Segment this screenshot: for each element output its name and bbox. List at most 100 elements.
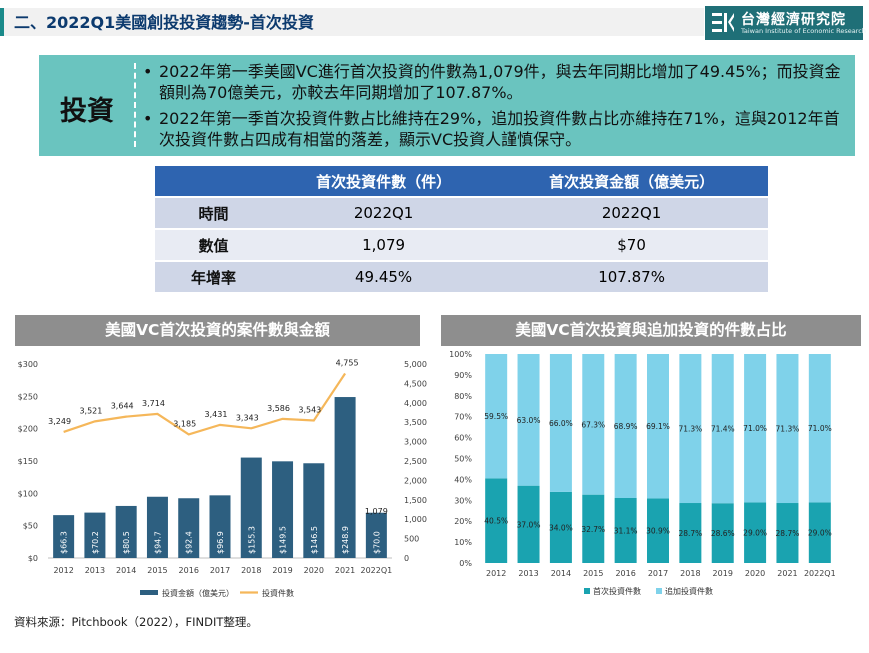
chart1-line-label: 3,343 bbox=[236, 413, 259, 422]
table-row: 時間 2022Q1 2022Q1 bbox=[155, 197, 768, 230]
chart2-follow-label: 68.9% bbox=[614, 422, 638, 431]
chart2-first-label: 30.9% bbox=[646, 527, 670, 536]
chart2-follow-label: 59.5% bbox=[484, 412, 508, 421]
chart2-bar-first bbox=[679, 503, 702, 563]
chart2-first-label: 31.1% bbox=[614, 527, 638, 536]
chart2-stacked-bar: 0% 10% 20% 30% 40% 50% 60% 70% 80% 90% 100% 40.5% 59… bbox=[449, 350, 836, 596]
cell-amount: 2022Q1 bbox=[495, 197, 768, 230]
chart1-y-left-tick: $0 bbox=[28, 554, 38, 563]
chart2-x-tick: 2022Q1 bbox=[804, 569, 836, 578]
chart1-bar-label: $146.5 bbox=[310, 526, 319, 554]
chart1-bar-line: $0 $50 $100 $150 $200 $250 $300 0 500 1,000 1,500 2… bbox=[18, 359, 427, 598]
chart1-bar-label: $66.3 bbox=[60, 531, 69, 554]
chart1-x-tick: 2013 bbox=[85, 566, 105, 575]
chart1-line-label: 3,543 bbox=[298, 406, 321, 415]
chart1-y-right-tick: 0 bbox=[404, 554, 409, 563]
cell-count: 1,079 bbox=[272, 229, 496, 262]
chart2-bar-first bbox=[711, 503, 734, 563]
chart1-x-tick: 2012 bbox=[53, 566, 73, 575]
chart1-y-right-tick: 3,500 bbox=[404, 418, 427, 427]
chart2-first-label: 28.7% bbox=[776, 529, 800, 538]
chart2-first-label: 34.0% bbox=[549, 523, 573, 532]
summary-label: 投資 bbox=[60, 96, 114, 127]
chart1-line-label: 3,249 bbox=[48, 417, 71, 426]
chart1-line-label: 3,185 bbox=[173, 419, 196, 428]
chart2-follow-label: 71.4% bbox=[711, 425, 735, 434]
chart2-bar-follow bbox=[485, 354, 508, 479]
chart1-line-label: 3,431 bbox=[205, 410, 228, 419]
summary-bullet-text: 2022年第一季美國VC進行首次投資的件數為1,079件，與去年同期比增加了49… bbox=[159, 62, 841, 102]
chart1-bar-label: $155.3 bbox=[247, 526, 256, 554]
cell-amount: $70 bbox=[495, 229, 768, 262]
table-row: 年增率 49.45% 107.87% bbox=[155, 261, 768, 294]
chart1-y-right-tick: 4,500 bbox=[404, 379, 427, 388]
chart2-bar-first bbox=[549, 491, 572, 563]
chart1-line-label: 3,521 bbox=[79, 406, 102, 415]
chart2-follow-label: 67.3% bbox=[581, 420, 605, 429]
chart2-bar-follow bbox=[744, 354, 767, 503]
chart1-y-right-tick: 1,500 bbox=[404, 496, 427, 505]
summary-box: 投資 • 2022年第一季美國VC進行首次投資的件數為1,079件，與去年同期比… bbox=[39, 55, 855, 156]
chart1-line-label: 3,644 bbox=[111, 402, 134, 411]
chart2-follow-label: 71.0% bbox=[808, 424, 832, 433]
table-row: 數值 1,079 $70 bbox=[155, 229, 768, 262]
chart1-y-right-tick: 500 bbox=[404, 535, 419, 544]
bullet-dot-icon: • bbox=[143, 109, 153, 128]
chart2-y-tick: 40% bbox=[454, 475, 472, 484]
chart2-first-label: 32.7% bbox=[581, 525, 605, 534]
chart2-follow-label: 63.0% bbox=[517, 416, 541, 425]
chart2-y-tick: 60% bbox=[454, 434, 472, 443]
chart2-y-tick: 20% bbox=[454, 517, 472, 526]
chart2-x-tick: 2012 bbox=[486, 569, 506, 578]
chart2-bar-follow bbox=[679, 354, 702, 504]
chart1-y-left-tick: $200 bbox=[18, 425, 38, 434]
summary-bullet-text: 2022年第一季首次投資件數占比維持在29%，追加投資件數占比亦維持在71%，這… bbox=[159, 109, 840, 149]
chart1-y-right-tick: 3,000 bbox=[404, 438, 427, 447]
chart2-y-tick: 70% bbox=[454, 413, 472, 422]
chart1-bar bbox=[365, 512, 387, 558]
logo-name-en: Taiwan Institute of Economic Research bbox=[741, 27, 866, 35]
chart1-legend-bar-swatch bbox=[140, 590, 158, 595]
chart1-legend-line-label: 投資件數 bbox=[262, 588, 294, 598]
chart2-bar-first bbox=[744, 502, 767, 563]
chart2-bar-follow bbox=[776, 354, 799, 504]
chart2-bar-follow bbox=[614, 354, 637, 499]
summary-bullet: • 2022年第一季美國VC進行首次投資的件數為1,079件，與去年同期比增加了… bbox=[143, 61, 849, 103]
tier-logo-icon bbox=[712, 13, 734, 32]
kpi-header-amount: 首次投資金額（億美元） bbox=[495, 166, 768, 198]
chart2-bar-follow bbox=[808, 354, 831, 503]
kpi-header-row: 首次投資件數（件） 首次投資金額（億美元） bbox=[155, 166, 768, 198]
chart1-legend-bar-label: 投資金額（億美元） bbox=[162, 588, 234, 598]
chart1-y-right-tick: 4,000 bbox=[404, 399, 427, 408]
chart1-line-label: 3,714 bbox=[142, 399, 165, 408]
chart1-bar-label: $149.5 bbox=[279, 526, 288, 554]
chart2-follow-label: 71.0% bbox=[743, 424, 767, 433]
tier-logo: 台灣經濟研究院 Taiwan Institute of Economic Res… bbox=[705, 6, 866, 40]
chart2-first-label: 28.7% bbox=[678, 529, 702, 538]
kpi-header-count: 首次投資件數（件） bbox=[272, 166, 496, 198]
chart2-first-label: 40.5% bbox=[484, 517, 508, 526]
chart1-bar-label: $92.4 bbox=[185, 531, 194, 554]
chart1-y-right-tick: 1,000 bbox=[404, 515, 427, 524]
chart1-bar bbox=[209, 495, 231, 558]
chart2-first-label: 28.6% bbox=[711, 529, 735, 538]
chart1-y-left-tick: $300 bbox=[18, 360, 38, 369]
chart1-bar-label: $96.9 bbox=[216, 531, 225, 554]
chart1-y-left-tick: $250 bbox=[18, 392, 38, 401]
summary-divider bbox=[134, 63, 136, 147]
chart2-x-tick: 2018 bbox=[680, 569, 700, 578]
chart2-legend-follow-swatch bbox=[656, 588, 662, 594]
chart1-bar bbox=[84, 512, 106, 558]
summary-bullet: • 2022年第一季首次投資件數占比維持在29%，追加投資件數占比亦維持在71%… bbox=[143, 108, 849, 150]
chart2-bar-first bbox=[582, 494, 605, 563]
chart2-bar-first bbox=[776, 503, 799, 563]
chart2-follow-label: 66.0% bbox=[549, 419, 573, 428]
chart2-legend-first-swatch bbox=[584, 588, 590, 594]
chart1-bar bbox=[178, 498, 200, 558]
chart2-bar-follow bbox=[549, 354, 572, 492]
source-note: 資料來源：Pitchbook（2022），FINDIT整理。 bbox=[14, 615, 258, 629]
chart1-x-tick: 2021 bbox=[335, 566, 355, 575]
logo-name-cn: 台灣經濟研究院 bbox=[741, 12, 846, 28]
chart2-x-tick: 2017 bbox=[648, 569, 668, 578]
chart1-line bbox=[63, 372, 347, 436]
